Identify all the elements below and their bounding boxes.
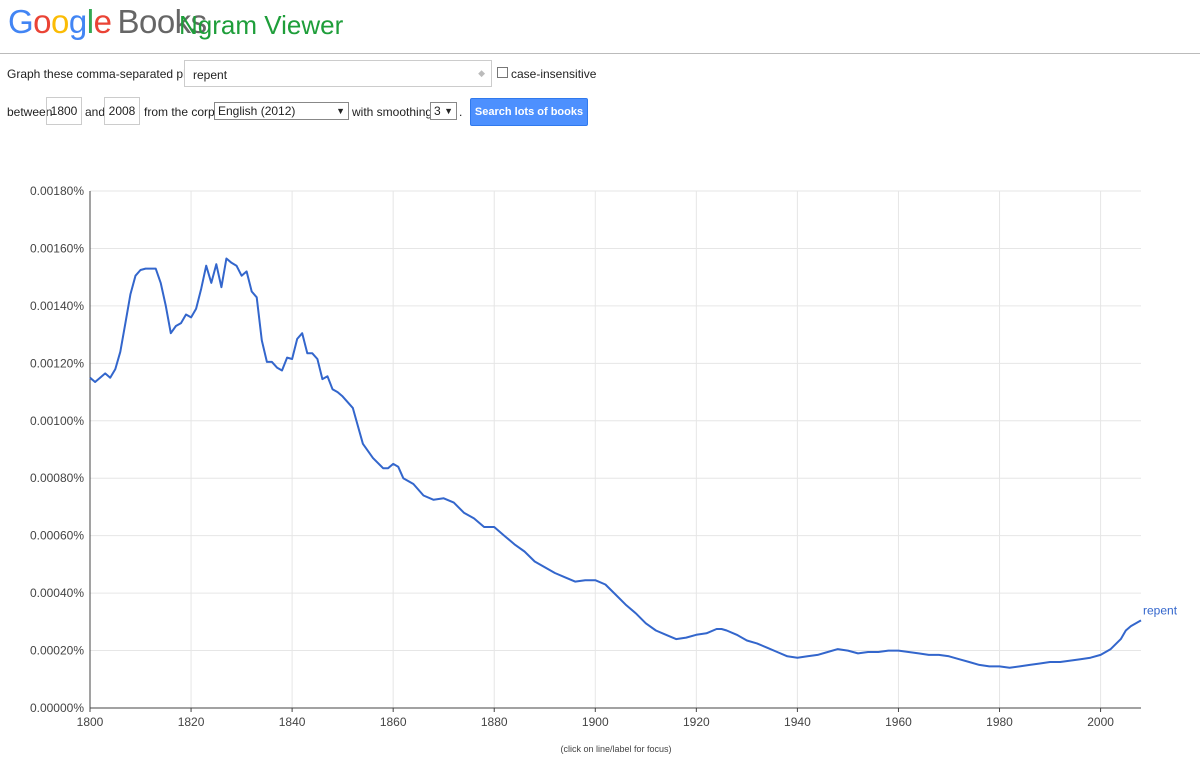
y-tick-label: 0.00180%	[30, 184, 84, 198]
logo-letter: o	[33, 3, 52, 40]
y-tick-label: 0.00000%	[30, 701, 84, 715]
and-label: and	[85, 105, 106, 119]
logo-letter: e	[93, 3, 112, 40]
period-text: .	[459, 105, 463, 119]
series-label[interactable]: repent	[1143, 603, 1178, 617]
dropdown-arrow-icon: ▼	[336, 106, 345, 116]
x-tick-label: 1900	[582, 715, 609, 729]
corpus-select[interactable]: English (2012) ▼	[214, 102, 349, 120]
google-wordmark: Google	[8, 3, 112, 40]
x-tick-label: 1860	[380, 715, 407, 729]
x-tick-label: 1940	[784, 715, 811, 729]
logo-letter: l	[86, 3, 94, 40]
dropdown-arrow-icon: ▼	[444, 106, 453, 116]
chart-axes: 0.00000% 0.00020% 0.00040% 0.00060% 0.00080%…	[30, 184, 1141, 729]
input-clear-icon[interactable]: ◆	[478, 68, 485, 78]
case-insensitive-checkbox[interactable]	[497, 67, 508, 78]
google-books-logo[interactable]: Google Books	[8, 3, 207, 41]
x-tick-label: 1920	[683, 715, 710, 729]
phrases-label: Graph these comma-separated phrases:	[7, 67, 223, 81]
search-button[interactable]: Search lots of books	[470, 98, 588, 126]
x-tick-label: 1820	[178, 715, 205, 729]
y-tick-label: 0.00020%	[30, 644, 84, 658]
x-tick-label: 1840	[279, 715, 306, 729]
logo-letter: g	[68, 3, 87, 40]
x-tick-label: 1880	[481, 715, 508, 729]
smoothing-select-value: 3	[434, 104, 441, 118]
phrases-input-value: repent	[193, 68, 228, 82]
phrases-input[interactable]: repent ◆	[184, 60, 492, 87]
x-tick-label: 1980	[986, 715, 1013, 729]
header-bar: Google Books Ngram Viewer	[0, 0, 1200, 54]
x-tick-label: 2000	[1087, 715, 1114, 729]
smoothing-select[interactable]: 3 ▼	[430, 102, 457, 120]
y-tick-label: 0.00040%	[30, 586, 84, 600]
y-tick-label: 0.00160%	[30, 241, 84, 255]
y-tick-label: 0.00120%	[30, 356, 84, 370]
corpus-label: from the corpus	[144, 105, 228, 119]
case-insensitive-label: case-insensitive	[511, 67, 597, 81]
x-tick-label: 1960	[885, 715, 912, 729]
series-line-repent[interactable]	[89, 257, 1142, 669]
chart-focus-note: (click on line/label for focus)	[560, 744, 671, 754]
page-title: Ngram Viewer	[179, 10, 344, 40]
y-tick-label: 0.00060%	[30, 529, 84, 543]
chart-series[interactable]: repent	[89, 257, 1178, 669]
x-tick-label: 1800	[77, 715, 104, 729]
y-tick-label: 0.00080%	[30, 471, 84, 485]
smoothing-label: with smoothing of	[352, 105, 446, 119]
logo-letter: o	[51, 3, 69, 40]
year-end-input[interactable]: 2008	[104, 97, 140, 125]
year-start-input[interactable]: 1800	[46, 97, 82, 125]
y-tick-label: 0.00140%	[30, 299, 84, 313]
corpus-select-value: English (2012)	[218, 104, 296, 118]
y-tick-label: 0.00100%	[30, 414, 84, 428]
chart-grid	[90, 190, 1141, 708]
books-wordmark: Books	[117, 3, 207, 40]
between-label: between	[7, 105, 53, 119]
logo-letter: G	[8, 3, 34, 40]
